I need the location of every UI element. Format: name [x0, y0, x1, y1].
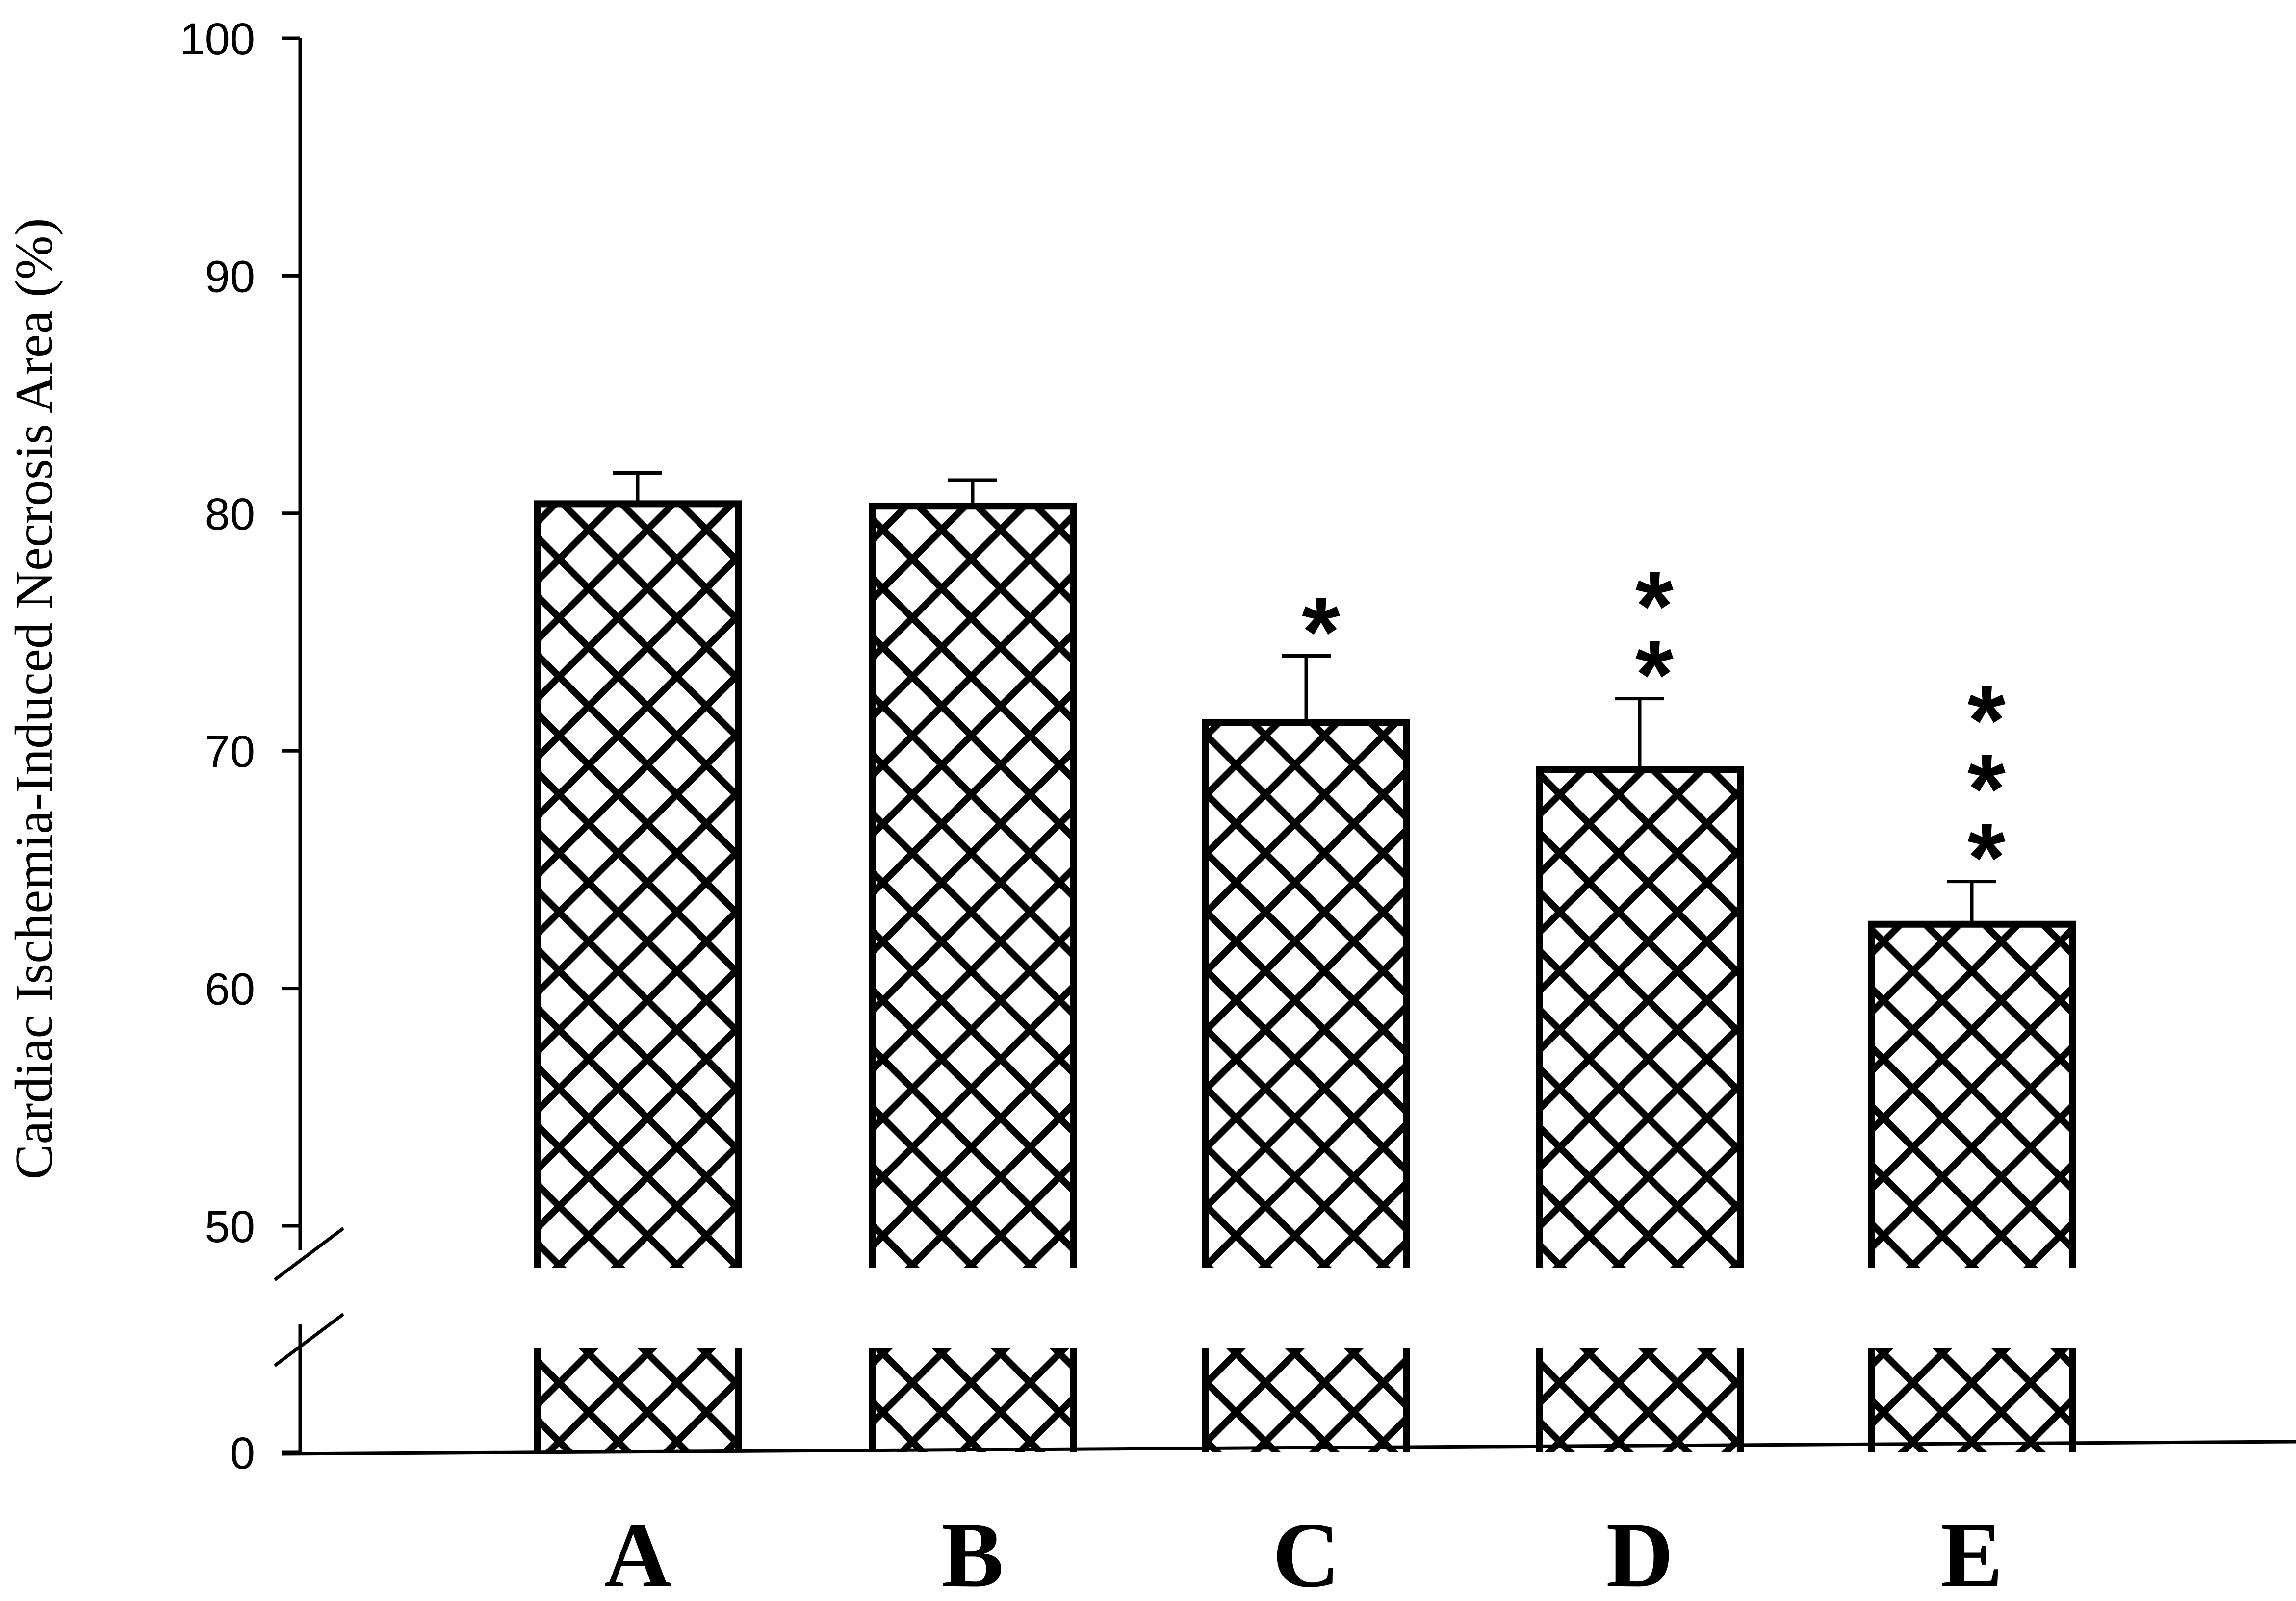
axis-break-mark-upper	[273, 1227, 345, 1281]
category-label-E: E	[1941, 1504, 2003, 1601]
y-axis-ticks: 0 50 60 70 80 90 100	[180, 14, 300, 1478]
category-labels: A B C D E	[604, 1504, 2003, 1601]
category-label-D: D	[1606, 1504, 1673, 1601]
y-axis-title: Cardiac Ischemia-Induced Necrosis Area (…	[5, 218, 63, 1179]
bars	[534, 500, 2076, 1452]
significance-star-D-1: *	[1635, 620, 1674, 730]
y-tick-label-0: 0	[230, 1428, 255, 1478]
category-label-B: B	[942, 1504, 1004, 1601]
axis-break-mark-lower	[273, 1313, 345, 1367]
category-label-A: A	[604, 1504, 671, 1601]
bar-A	[534, 500, 742, 1452]
y-tick-label-4: 80	[205, 489, 255, 539]
significance-star-E-1: *	[1967, 735, 2006, 844]
significance-star-E-2: *	[1967, 803, 2006, 913]
significance-star-C-0: *	[1302, 577, 1340, 686]
significance-markers: * ** ***	[1302, 552, 2006, 913]
x-axis-line	[282, 1440, 2296, 1456]
significance-star-D-0: *	[1635, 552, 1674, 661]
error-bars	[613, 471, 1996, 924]
category-label-C: C	[1272, 1504, 1340, 1601]
bar-D	[1536, 766, 1744, 1452]
y-tick-label-2: 60	[205, 965, 255, 1015]
axes	[273, 38, 2296, 1456]
bar-B	[869, 503, 1077, 1452]
y-tick-label-1: 50	[205, 1202, 255, 1252]
bar-C	[1202, 719, 1410, 1452]
y-tick-label-6: 100	[180, 14, 256, 64]
bar-E	[1868, 920, 2076, 1452]
significance-star-E-0: *	[1967, 666, 2006, 775]
y-tick-label-3: 70	[205, 727, 255, 777]
y-tick-label-5: 90	[205, 252, 255, 302]
